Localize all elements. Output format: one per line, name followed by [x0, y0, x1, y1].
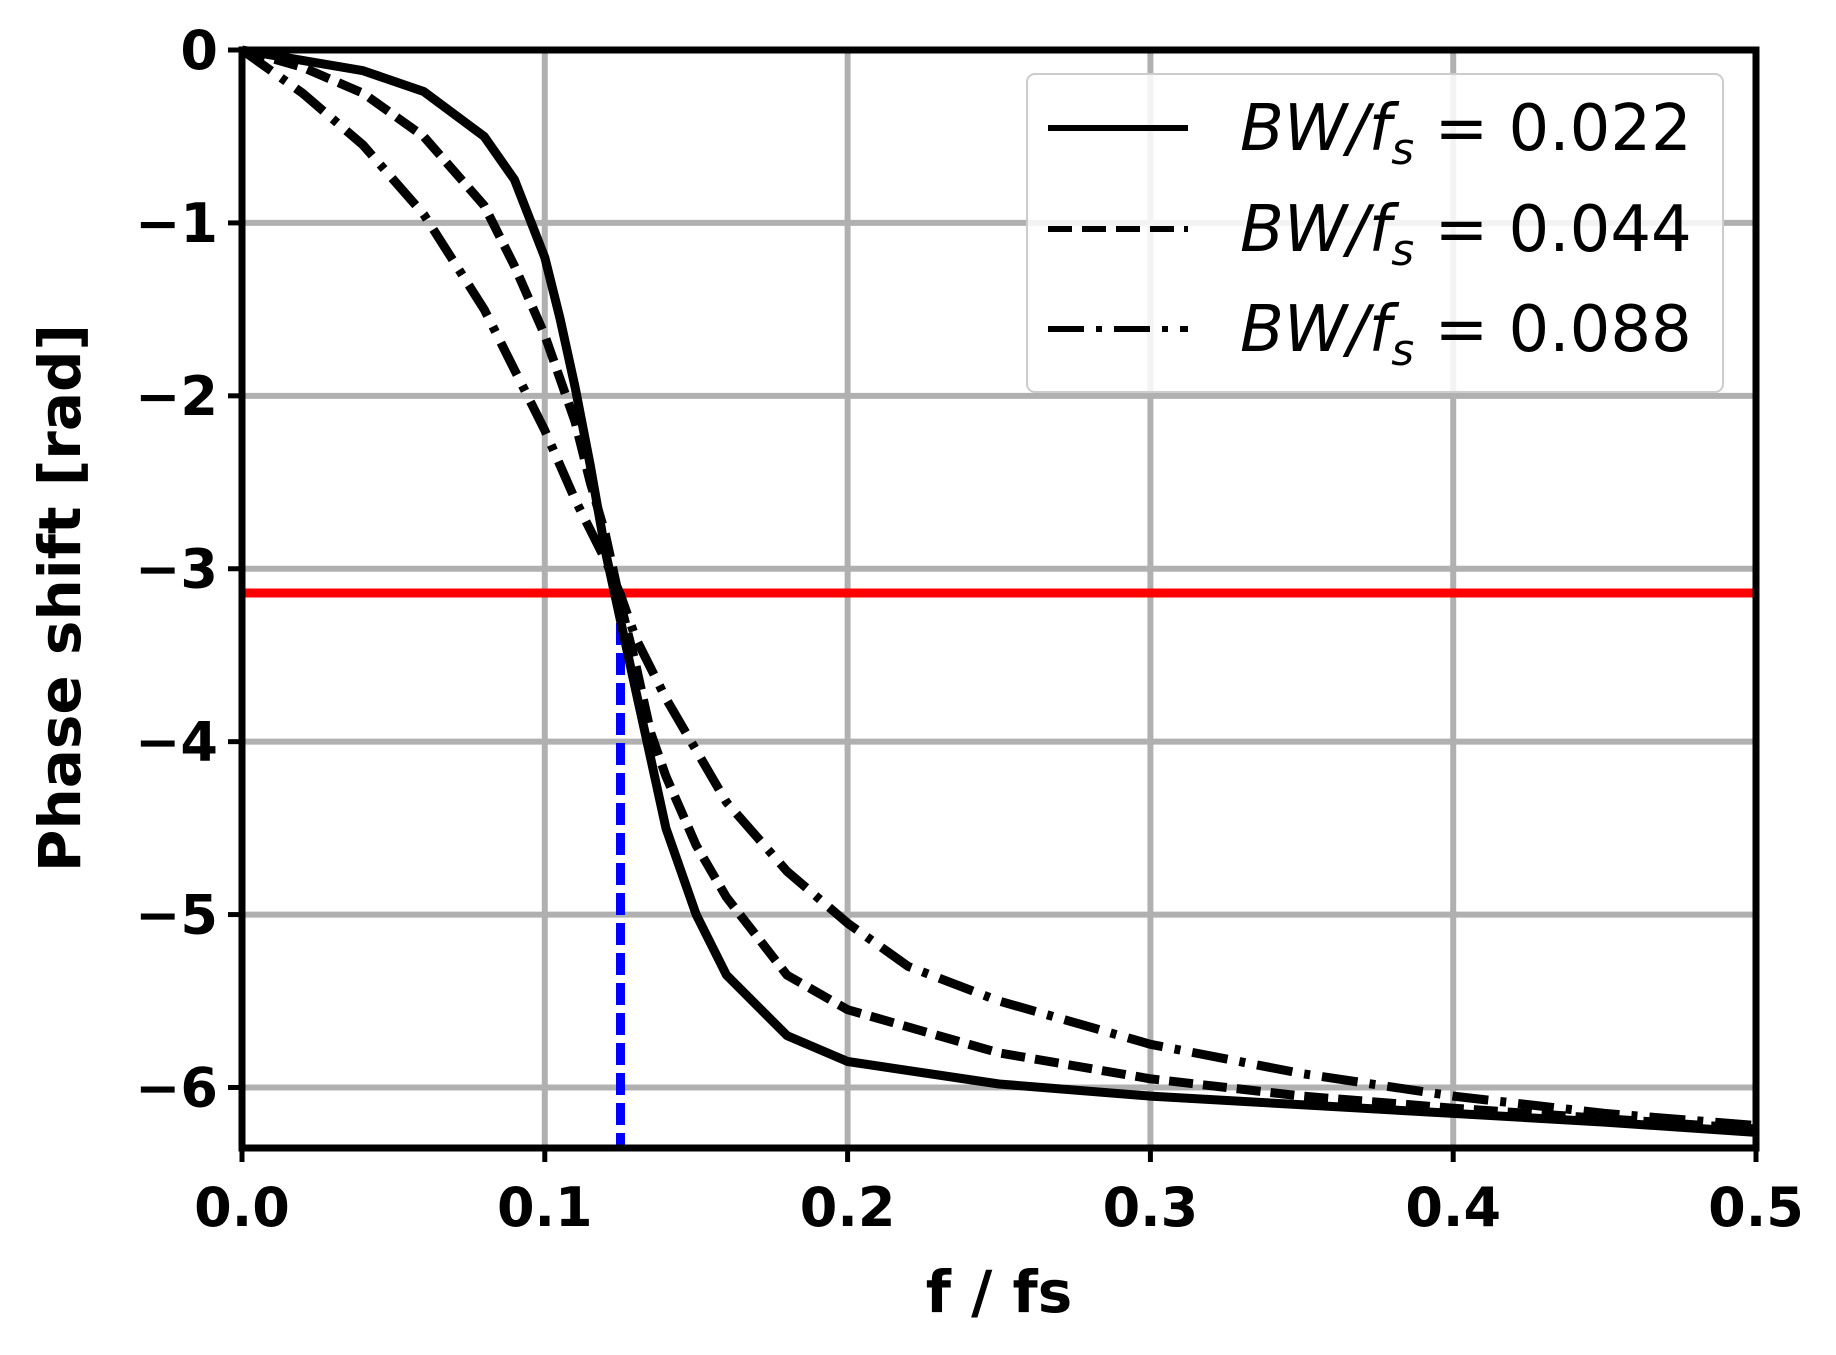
- y-tick-label-4: −4: [135, 711, 218, 774]
- x-tick-label-2: 0.2: [800, 1176, 896, 1239]
- x-tick-label-4: 0.4: [1405, 1176, 1501, 1239]
- series-lines: [239, 45, 1757, 1137]
- y-tick-label-5: −5: [135, 884, 218, 947]
- y-tick-label-3: −3: [135, 538, 218, 601]
- legend-label-1: BW/fs = 0.044: [1240, 193, 1692, 276]
- legend: BW/fs = 0.022 BW/fs = 0.044 BW/fs = 0.08…: [1026, 73, 1724, 393]
- x-tick-label-5: 0.5: [1708, 1176, 1804, 1239]
- y-tick-label-6: −6: [135, 1056, 218, 1119]
- legend-label-2: BW/fs = 0.088: [1240, 293, 1692, 376]
- plot-frame: [238, 46, 1760, 1152]
- y-tick-label-0: 0: [180, 19, 218, 82]
- y-axis-label: Phase shift [rad]: [26, 324, 94, 872]
- reference-lines: [242, 588, 1756, 1148]
- x-tick-label-0: 0.0: [194, 1176, 290, 1239]
- series-line-0: [241, 45, 1757, 1137]
- x-tick-label-3: 0.3: [1103, 1176, 1199, 1239]
- x-axis-label: f / fs: [926, 1258, 1073, 1326]
- tick-labels: 0.0 0.1 0.2 0.3 0.4 0.5 0 −1 −2 −3 −4 −5 −6: [135, 19, 1804, 1239]
- series-line-2: [239, 46, 1757, 1130]
- y-tick-label-2: −2: [135, 365, 218, 428]
- series-line-1: [240, 45, 1757, 1134]
- legend-label-0: BW/fs = 0.022: [1240, 92, 1692, 175]
- y-tick-label-1: −1: [135, 192, 218, 255]
- x-tick-label-1: 0.1: [497, 1176, 593, 1239]
- legend-box: [1026, 73, 1724, 393]
